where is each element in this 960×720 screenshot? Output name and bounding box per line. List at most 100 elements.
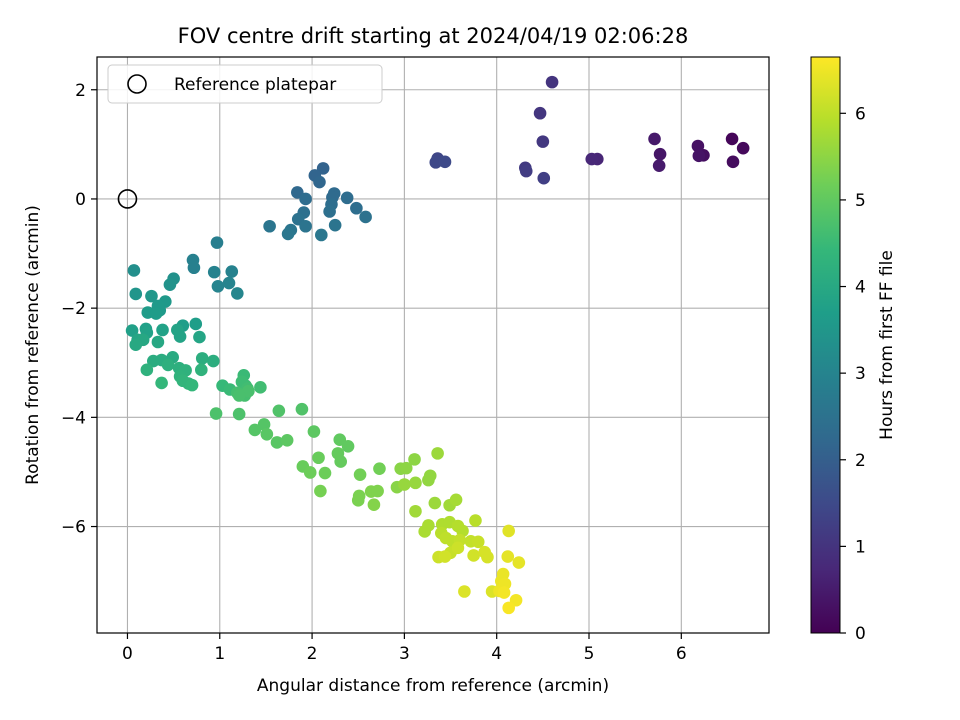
data-point <box>736 141 750 155</box>
y-tick-label: 0 <box>75 190 86 210</box>
data-point <box>257 418 271 431</box>
data-point <box>451 541 465 555</box>
data-point <box>359 210 372 224</box>
x-tick-label: 0 <box>122 644 133 664</box>
y-axis-label: Rotation from reference (arcmin) <box>23 205 43 485</box>
y-tick-label: −4 <box>61 408 86 428</box>
colorbar: 0 1 2 3 4 5 6 Hours from first FF file <box>810 56 897 644</box>
data-point <box>585 152 599 166</box>
data-point <box>449 493 463 507</box>
colorbar-tick-label: 0 <box>855 624 866 644</box>
data-point <box>409 504 422 518</box>
data-point <box>129 338 143 352</box>
data-point <box>185 378 199 392</box>
data-point <box>431 447 444 460</box>
data-point <box>312 451 325 465</box>
data-points <box>125 75 750 615</box>
grid <box>97 57 769 633</box>
data-point <box>367 498 381 511</box>
data-point <box>281 227 295 241</box>
data-point <box>691 139 705 153</box>
data-point <box>263 219 276 233</box>
data-point <box>187 261 201 275</box>
data-point <box>248 423 262 437</box>
data-point <box>260 427 274 441</box>
plot-frame <box>96 56 770 634</box>
data-point <box>328 218 342 232</box>
data-point <box>232 389 246 402</box>
data-point <box>140 363 154 377</box>
data-point <box>458 585 471 598</box>
colorbar-tick-label: 2 <box>855 451 866 471</box>
data-point <box>193 330 206 344</box>
data-point <box>189 317 203 331</box>
data-point <box>307 425 321 438</box>
data-point <box>512 556 526 569</box>
data-point <box>497 586 511 599</box>
data-point <box>207 265 221 279</box>
data-point <box>299 219 312 233</box>
data-point <box>280 433 294 447</box>
data-point <box>438 550 452 563</box>
x-tick-label: 1 <box>214 644 225 664</box>
y-axis-ticks: −6 −4 −2 0 2 <box>61 81 97 538</box>
data-point <box>429 156 443 169</box>
data-point <box>409 476 422 490</box>
data-point <box>295 402 309 416</box>
data-point <box>418 525 431 538</box>
data-point <box>222 276 236 290</box>
data-point <box>428 496 442 510</box>
data-point <box>334 455 347 468</box>
data-point <box>125 324 139 337</box>
data-point <box>501 550 515 563</box>
data-point <box>371 484 384 498</box>
legend-label: Reference platepar <box>174 75 336 95</box>
data-point <box>195 352 209 365</box>
data-point <box>438 155 452 169</box>
data-point <box>315 228 328 242</box>
x-tick-label: 6 <box>676 644 687 664</box>
data-point <box>314 484 327 498</box>
data-point <box>692 149 706 163</box>
data-point <box>173 330 187 343</box>
data-point <box>151 335 165 349</box>
data-point <box>422 473 435 487</box>
data-point <box>129 287 143 301</box>
data-point <box>481 550 494 564</box>
data-point <box>211 280 225 293</box>
data-point <box>408 453 421 466</box>
data-point <box>536 135 550 148</box>
y-tick-label: −2 <box>61 299 86 319</box>
data-point <box>225 265 239 278</box>
data-point <box>545 75 559 89</box>
data-point <box>652 159 666 172</box>
data-point <box>316 162 330 175</box>
data-point <box>502 601 515 615</box>
data-point <box>270 436 284 449</box>
data-point <box>207 354 220 368</box>
data-point <box>340 191 354 205</box>
data-point <box>725 132 739 146</box>
data-point <box>471 535 485 549</box>
data-point <box>155 376 168 390</box>
data-point <box>533 106 547 120</box>
x-axis-ticks: 0 1 2 3 4 5 6 <box>122 633 687 664</box>
colorbar-tick-label: 6 <box>855 104 866 124</box>
data-point <box>195 363 208 377</box>
data-point <box>163 278 177 291</box>
y-tick-label: −6 <box>61 518 86 538</box>
data-point <box>149 307 163 320</box>
data-point <box>156 323 169 337</box>
chart-title: FOV centre drift starting at 2024/04/19 … <box>178 24 689 48</box>
x-tick-label: 5 <box>584 644 595 664</box>
x-tick-label: 2 <box>307 644 318 664</box>
data-point <box>373 462 386 475</box>
colorbar-tick-label: 5 <box>855 191 866 211</box>
data-point <box>519 164 533 178</box>
legend-box <box>107 64 383 104</box>
data-point <box>210 236 224 249</box>
colorbar-tick-label: 4 <box>855 278 866 298</box>
data-point <box>341 439 355 453</box>
x-axis-label: Angular distance from reference (arcmin) <box>257 676 609 696</box>
data-point <box>161 358 175 372</box>
